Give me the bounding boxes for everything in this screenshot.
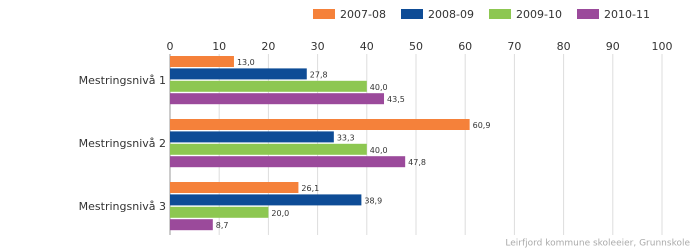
data-label: 8,7 (216, 221, 229, 230)
data-label: 26,1 (301, 184, 319, 193)
x-tick-label: 80 (557, 40, 571, 53)
x-tick-label: 40 (360, 40, 374, 53)
x-tick-label: 10 (212, 40, 226, 53)
data-label: 38,9 (364, 196, 382, 205)
data-label: 40,0 (370, 146, 388, 155)
bar (170, 219, 213, 231)
bar (170, 119, 470, 130)
y-tick-label: Mestringsnivå 3 (79, 200, 166, 213)
bar (170, 194, 362, 206)
bar (170, 80, 367, 92)
x-tick-label: 50 (409, 40, 423, 53)
source: Leirfjord kommune skoleeier, Grunnskole (505, 239, 690, 249)
data-label: 47,8 (408, 158, 426, 167)
x-tick-label: 0 (167, 40, 174, 53)
y-tick-label: Mestringsnivå 2 (79, 137, 166, 150)
data-label: 40,0 (370, 83, 388, 92)
bar (170, 68, 307, 80)
legend-label: 2008-09 (428, 8, 474, 21)
data-label: 13,0 (237, 58, 255, 67)
x-tick-label: 100 (652, 40, 673, 53)
bar (170, 56, 234, 67)
y-tick-label: Mestringsnivå 1 (79, 74, 166, 87)
x-tick-label: 60 (458, 40, 472, 53)
x-tick-label: 20 (261, 40, 275, 53)
legend-swatch (313, 9, 335, 19)
bar (170, 182, 299, 193)
legend-label: 2010-11 (604, 8, 650, 21)
legend-label: 2007-08 (340, 8, 386, 21)
x-tick-label: 30 (311, 40, 325, 53)
bar (170, 206, 269, 218)
data-label: 60,9 (473, 121, 491, 130)
legend-swatch (401, 9, 423, 19)
legend-swatch (577, 9, 599, 19)
x-tick-label: 70 (507, 40, 521, 53)
bar (170, 156, 406, 168)
bar (170, 131, 334, 143)
data-label: 20,0 (271, 209, 289, 218)
data-label: 33,3 (337, 133, 355, 142)
x-tick-label: 90 (606, 40, 620, 53)
legend-swatch (489, 9, 511, 19)
legend-label: 2009-10 (516, 8, 562, 21)
bar (170, 93, 385, 105)
data-label: 27,8 (310, 70, 328, 79)
data-label: 43,5 (387, 95, 405, 104)
bar (170, 143, 367, 155)
